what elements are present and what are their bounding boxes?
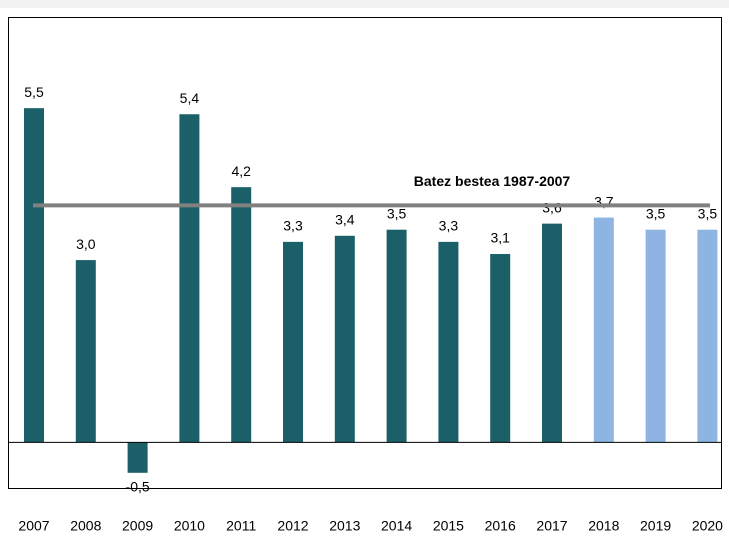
value-label: 3,4 [335,211,355,227]
value-label: 3,5 [698,205,718,221]
bar [438,241,459,443]
value-label: 4,2 [231,163,251,179]
reference-label: Batez bestea 1987-2007 [414,173,571,189]
x-tick-label: 2009 [122,518,153,534]
bar [386,229,407,443]
x-tick-label: 2010 [174,518,205,534]
x-tick-label: 2016 [485,518,516,534]
bar [179,114,200,443]
value-label: 3,3 [439,218,459,234]
x-tick-label: 2007 [18,518,49,534]
value-label: 3,3 [283,218,303,234]
bar [24,108,44,443]
bar [542,223,562,443]
bar [697,229,718,443]
bar [75,260,96,443]
top-band [0,0,729,8]
x-tick-label: 2015 [433,518,464,534]
value-label: 5,5 [24,84,44,100]
x-tick-label: 2018 [588,518,619,534]
x-tick-label: 2019 [640,518,671,534]
value-label: 3,1 [490,230,510,246]
value-label: 5,4 [180,90,200,106]
bar [593,217,614,443]
x-tick-label: 2008 [70,518,101,534]
value-label: 3,5 [387,205,407,221]
bar [334,235,355,443]
bar [490,254,511,443]
x-tick-label: 2011 [226,518,256,534]
x-tick-label: 2014 [381,518,412,534]
value-label: 3,0 [76,236,96,252]
bar [127,442,148,473]
x-tick-label: 2013 [329,518,360,534]
bar [645,229,666,443]
bar [283,241,303,443]
x-tick-label: 2020 [692,518,723,534]
value-label: 3,5 [646,205,666,221]
value-label: -0,5 [126,479,150,495]
bar [231,187,252,443]
x-tick-label: 2012 [277,518,308,534]
plot-frame [8,17,722,489]
x-tick-label: 2017 [536,518,567,534]
